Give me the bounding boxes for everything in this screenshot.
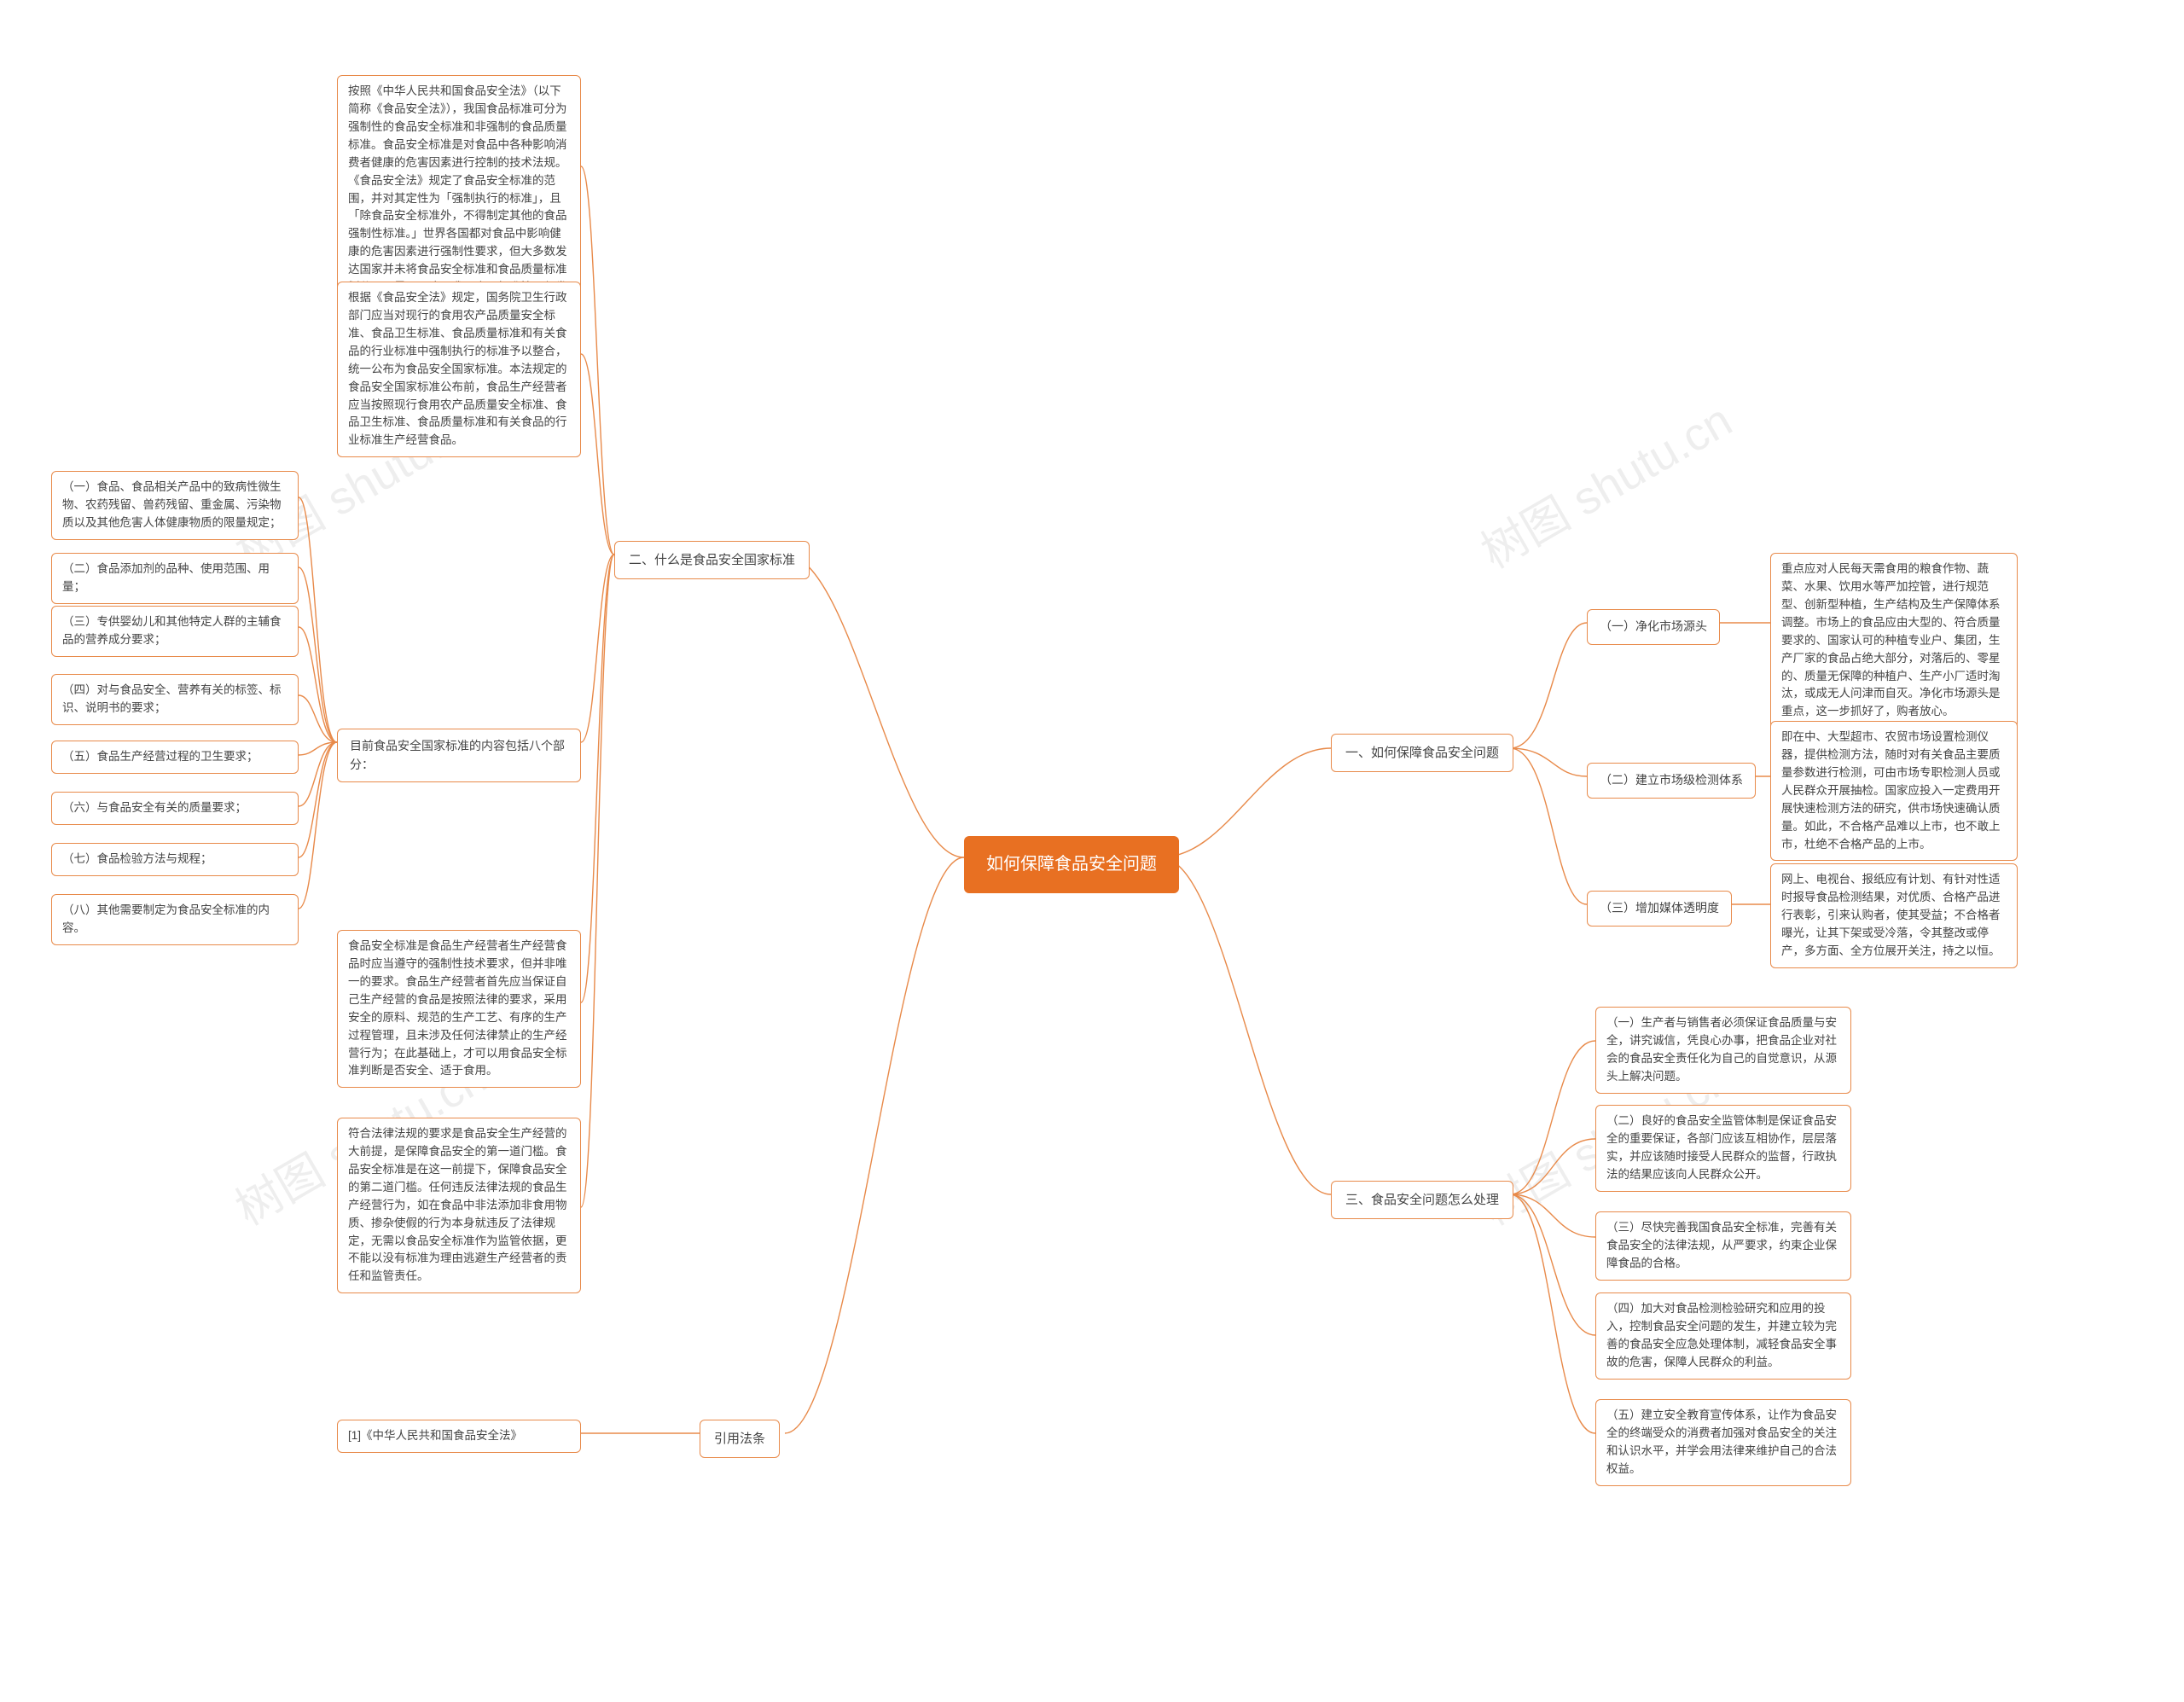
section3-c2: （二）良好的食品安全监管体制是保证食品安全的重要保证，各部门应该互相协作，层层落… [1595,1105,1851,1192]
branch-section-2: 二、什么是食品安全国家标准 [614,541,810,579]
section3-c5: （五）建立安全教育宣传体系，让作为食品安全的终端受众的消费者加强对食品安全的关注… [1595,1399,1851,1486]
citation-1: [1]《中华人民共和国食品安全法》 [337,1420,581,1453]
section2-part-8: （八）其他需要制定为食品安全标准的内容。 [51,894,299,945]
section2-part-7: （七）食品检验方法与规程； [51,843,299,876]
section3-c4: （四）加大对食品检测检验研究和应用的投入，控制食品安全问题的发生，并建立较为完善… [1595,1292,1851,1380]
section2-parts-label: 目前食品安全国家标准的内容包括八个部分： [337,729,581,782]
section3-c3: （三）尽快完善我国食品安全标准，完善有关食品安全的法律法规，从严要求，约束企业保… [1595,1211,1851,1281]
section1-c1-label: （一）净化市场源头 [1587,609,1720,645]
section1-c1-text: 重点应对人民每天需食用的粮食作物、蔬菜、水果、饮用水等严加控管，进行规范型、创新… [1770,553,2018,729]
section3-c1: （一）生产者与销售者必须保证食品质量与安全，讲究诚信，凭良心办事，把食品企业对社… [1595,1007,1851,1094]
section2-text-4: 符合法律法规的要求是食品安全生产经营的大前提，是保障食品安全的第一道门槛。食品安… [337,1118,581,1293]
section2-part-4: （四）对与食品安全、营养有关的标签、标识、说明书的要求； [51,674,299,725]
branch-section-3: 三、食品安全问题怎么处理 [1331,1181,1513,1219]
watermark: 树图 shutu.cn [1469,387,1745,587]
branch-section-1: 一、如何保障食品安全问题 [1331,734,1513,772]
section2-part-1: （一）食品、食品相关产品中的致病性微生物、农药残留、兽药残留、重金属、污染物质以… [51,471,299,540]
section1-c3-label: （三）增加媒体透明度 [1587,891,1732,927]
section2-part-2: （二）食品添加剂的品种、使用范围、用量； [51,553,299,604]
section2-part-6: （六）与食品安全有关的质量要求； [51,792,299,825]
section1-c3-text: 网上、电视台、报纸应有计划、有针对性适时报导食品检测结果，对优质、合格产品进行表… [1770,863,2018,968]
section2-text-2: 根据《食品安全法》规定，国务院卫生行政部门应当对现行的食用农产品质量安全标准、食… [337,282,581,457]
section2-part-3: （三）专供婴幼儿和其他特定人群的主辅食品的营养成分要求； [51,606,299,657]
section1-c2-label: （二）建立市场级检测体系 [1587,763,1756,799]
mindmap-root: 如何保障食品安全问题 [964,836,1179,893]
branch-citations: 引用法条 [700,1420,780,1458]
section2-part-5: （五）食品生产经营过程的卫生要求； [51,741,299,774]
section2-text-3: 食品安全标准是食品生产经营者生产经营食品时应当遵守的强制性技术要求，但并非唯一的… [337,930,581,1088]
section1-c2-text: 即在中、大型超市、农贸市场设置检测仪器，提供检测方法，随时对有关食品主要质量参数… [1770,721,2018,861]
